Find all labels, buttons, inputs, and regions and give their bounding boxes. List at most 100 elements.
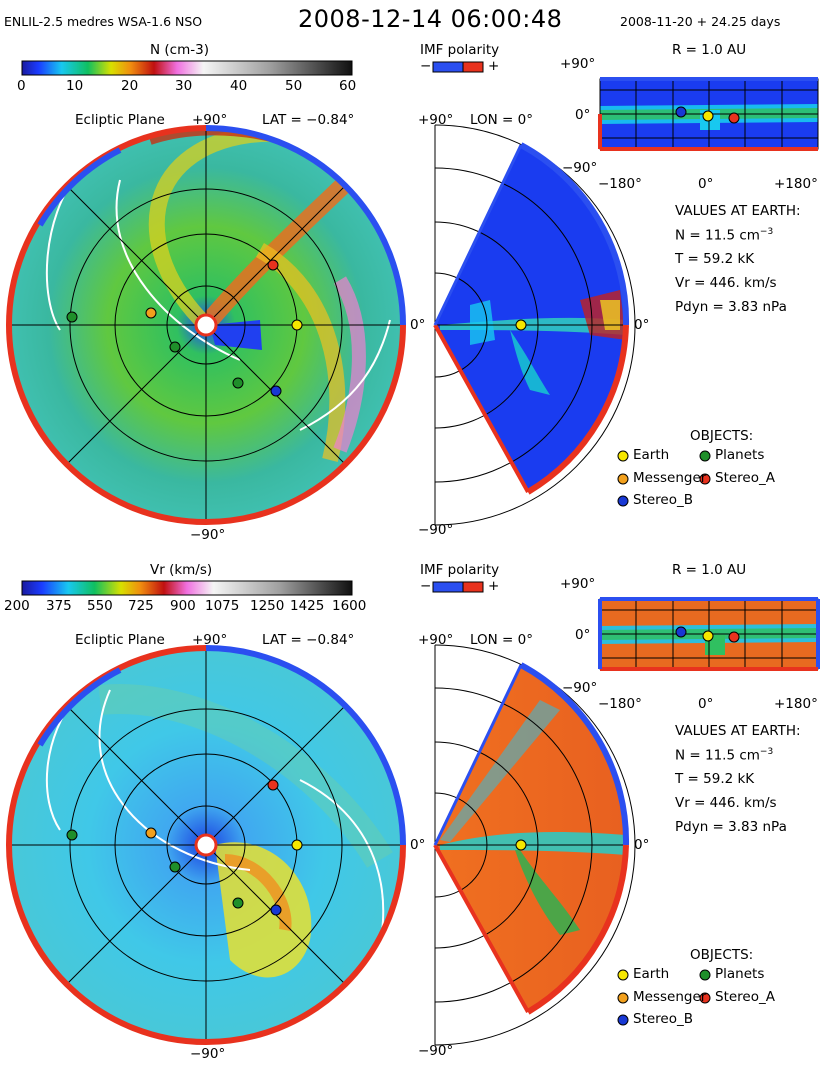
planet-marker <box>169 861 181 873</box>
model-label: ENLIL-2.5 medres WSA-1.6 NSO <box>4 14 203 29</box>
ecliptic-bottom-label: −90° <box>190 527 226 543</box>
imf-polarity-bar-2 <box>432 581 484 593</box>
ecliptic-lat-label: LAT = −0.84° <box>262 112 355 128</box>
imf-polarity-title: IMF polarity <box>420 562 500 578</box>
map-y-mid: 0° <box>575 107 591 123</box>
value-velocity: Vr = 446. km/s <box>675 275 777 291</box>
legend-stereo-b-swatch <box>617 1014 629 1026</box>
meridional-left-label: 0° <box>410 837 426 853</box>
stereo-b-marker <box>270 385 282 397</box>
stereo-a-marker <box>728 112 740 124</box>
legend-planets: Planets <box>715 447 765 463</box>
legend-stereo-b: Stereo_B <box>633 492 693 508</box>
stereo-a-marker <box>267 259 279 271</box>
legend-planets-swatch <box>699 969 711 981</box>
colorbar-tick: 200 <box>4 598 30 614</box>
objects-legend-markers-1 <box>617 450 711 507</box>
colorbar-tick: 1250 <box>250 598 285 614</box>
legend-messenger-swatch <box>617 473 629 485</box>
colorbar-tick: 0 <box>17 78 26 94</box>
colorbar-tick: 20 <box>121 78 139 94</box>
imf-positive-swatch <box>462 61 484 73</box>
earth-marker <box>702 630 714 642</box>
map-title: R = 1.0 AU <box>672 42 747 58</box>
map-y-mid: 0° <box>575 627 591 643</box>
legend-earth: Earth <box>633 966 670 982</box>
map-x-mid: 0° <box>698 696 714 712</box>
map-x-mid: 0° <box>698 176 714 192</box>
meridional-plane-velocity <box>433 644 636 1046</box>
imf-plus-label: + <box>488 578 500 594</box>
imf-polarity-title: IMF polarity <box>420 42 500 58</box>
imf-positive-swatch <box>462 581 484 593</box>
imf-negative-swatch <box>432 61 464 73</box>
meridional-lon-label: LON = 0° <box>470 112 533 128</box>
values-heading: VALUES AT EARTH: <box>675 723 801 739</box>
legend-earth-swatch <box>617 969 629 981</box>
ecliptic-top-label: +90° <box>192 112 228 128</box>
messenger-marker <box>145 307 157 319</box>
synoptic-map-velocity <box>598 597 820 671</box>
colorbar-tick: 40 <box>230 78 248 94</box>
legend-earth: Earth <box>633 447 670 463</box>
ecliptic-top-label: +90° <box>192 632 228 648</box>
planet-marker <box>232 377 244 389</box>
imf-minus-label: − <box>420 58 432 74</box>
meridional-plane-density <box>433 124 636 526</box>
meridional-bottom-label: −90° <box>418 522 454 538</box>
datetime-label: 2008-12-14 06:00:48 <box>298 5 563 33</box>
value-temperature: T = 59.2 kK <box>675 251 755 267</box>
meridional-lon-label: LON = 0° <box>470 632 533 648</box>
velocity-colorbar-gradient <box>21 580 353 596</box>
reference-date-label: 2008-11-20 + 24.25 days <box>620 14 781 29</box>
legend-stereo-b: Stereo_B <box>633 1011 693 1027</box>
messenger-marker <box>145 827 157 839</box>
legend-messenger: Messenger <box>633 989 707 1005</box>
planet-marker <box>66 311 78 323</box>
imf-negative-swatch <box>432 581 464 593</box>
meridional-right-label: 0° <box>634 837 650 853</box>
map-y-bot: −90° <box>562 680 598 696</box>
legend-stereo-a-swatch <box>699 992 711 1004</box>
velocity-colorbar-title: Vr (km/s) <box>150 562 213 578</box>
earth-marker <box>515 839 527 851</box>
meridional-left-label: 0° <box>410 317 426 333</box>
density-colorbar-title: N (cm-3) <box>150 42 209 58</box>
ecliptic-bottom-label: −90° <box>190 1046 226 1062</box>
meridional-bottom-label: −90° <box>418 1043 454 1059</box>
map-x-left: −180° <box>598 176 642 192</box>
map-x-right: +180° <box>774 696 818 712</box>
planet-marker <box>232 897 244 909</box>
map-y-top: +90° <box>560 56 596 72</box>
value-pressure: Pdyn = 3.83 nPa <box>675 819 787 835</box>
colorbar-tick: 60 <box>339 78 357 94</box>
colorbar-tick: 725 <box>128 598 154 614</box>
legend-earth-swatch <box>617 450 629 462</box>
colorbar-tick: 1075 <box>205 598 240 614</box>
legend-stereo-a-swatch <box>699 473 711 485</box>
colorbar-tick: 550 <box>87 598 113 614</box>
map-title: R = 1.0 AU <box>672 562 747 578</box>
ecliptic-plane-velocity <box>6 645 406 1046</box>
earth-marker <box>291 319 303 331</box>
meridional-right-label: 0° <box>634 317 650 333</box>
meridional-top-label: +90° <box>418 632 454 648</box>
earth-marker <box>291 839 303 851</box>
stereo-b-marker <box>270 904 282 916</box>
values-heading: VALUES AT EARTH: <box>675 203 801 219</box>
map-x-right: +180° <box>774 176 818 192</box>
value-density: N = 11.5 cm−3 <box>675 227 774 244</box>
ecliptic-plane-density <box>6 125 406 526</box>
legend-planets: Planets <box>715 966 765 982</box>
density-colorbar-gradient <box>21 60 353 76</box>
colorbar-tick: 30 <box>175 78 193 94</box>
map-y-top: +90° <box>560 576 596 592</box>
imf-polarity-bar-1 <box>432 61 484 73</box>
legend-stereo-a: Stereo_A <box>715 989 775 1005</box>
value-pressure: Pdyn = 3.83 nPa <box>675 299 787 315</box>
objects-heading: OBJECTS: <box>690 428 754 444</box>
legend-planets-swatch <box>699 450 711 462</box>
value-density: N = 11.5 cm−3 <box>675 747 774 764</box>
colorbar-tick: 375 <box>46 598 72 614</box>
